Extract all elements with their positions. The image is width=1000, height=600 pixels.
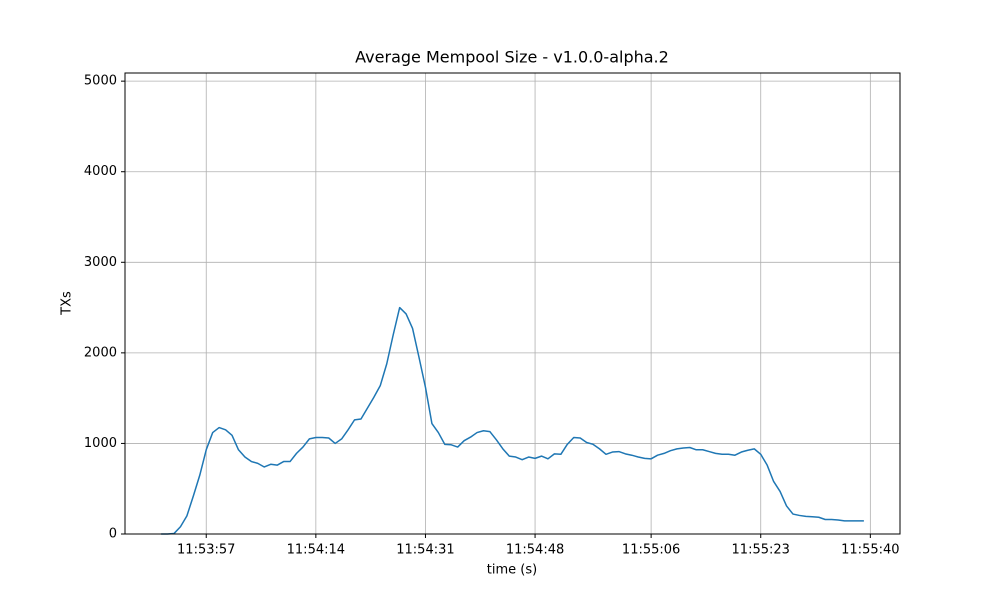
x-tick-label: 11:55:06 (622, 543, 680, 558)
data-line (161, 306, 864, 535)
x-tick-label: 11:55:23 (732, 543, 790, 558)
y-tick-label: 5000 (84, 74, 117, 89)
y-tick-label: 4000 (84, 164, 117, 179)
x-axis-label: time (s) (487, 563, 537, 578)
y-tick-label: 3000 (84, 255, 117, 270)
x-tick-label: 11:54:14 (287, 543, 345, 558)
y-tick-label: 1000 (84, 436, 117, 451)
y-axis-label: TXs (60, 291, 75, 316)
y-tick-label: 0 (109, 527, 117, 542)
x-tick-label: 11:53:57 (177, 543, 235, 558)
x-tick-label: 11:54:48 (506, 543, 564, 558)
plot-frame (124, 72, 901, 535)
chart-title: Average Mempool Size - v1.0.0-alpha.2 (355, 48, 669, 67)
y-tick-label: 2000 (84, 345, 117, 360)
x-tick-label: 11:54:31 (396, 543, 454, 558)
x-tick-label: 11:55:40 (841, 543, 899, 558)
